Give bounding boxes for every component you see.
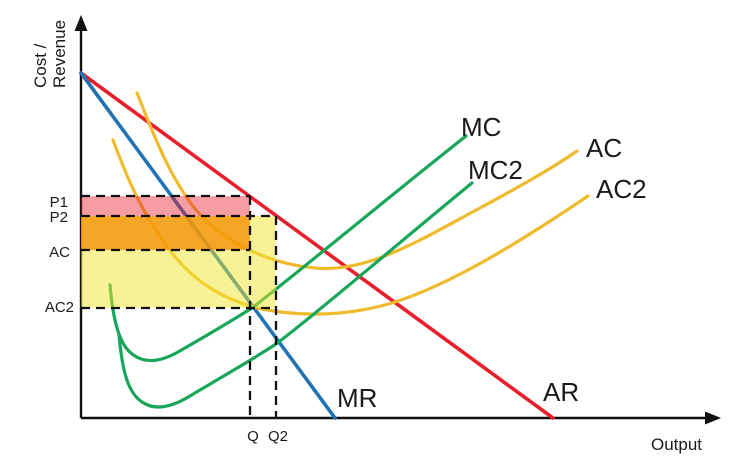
mr-label: MR — [337, 383, 377, 413]
q2-label: Q2 — [268, 428, 288, 445]
ar-curve — [79, 71, 555, 420]
orange-region — [81, 216, 250, 250]
mc-label: MC — [461, 112, 501, 142]
ac2-label: AC2 — [596, 174, 647, 204]
y-axis-arrowhead-icon — [74, 15, 88, 31]
q-label: Q — [247, 428, 259, 445]
mc2-label: MC2 — [468, 155, 523, 185]
ac2-tick-label: AC2 — [45, 299, 74, 316]
y-axis-label: Cost / Revenue — [31, 20, 69, 88]
p1-label: P1 — [50, 194, 68, 211]
p2-label: P2 — [50, 209, 68, 226]
ac-tick-label: AC — [49, 244, 70, 261]
mc2-curve — [117, 181, 474, 409]
pink-region — [81, 196, 250, 216]
ac-label: AC — [586, 133, 622, 163]
x-axis-arrowhead-icon — [705, 411, 721, 425]
ac-curve — [135, 91, 579, 271]
x-axis-label: Output — [651, 435, 702, 454]
mc-curve — [108, 134, 468, 363]
ar-label: AR — [543, 377, 579, 407]
